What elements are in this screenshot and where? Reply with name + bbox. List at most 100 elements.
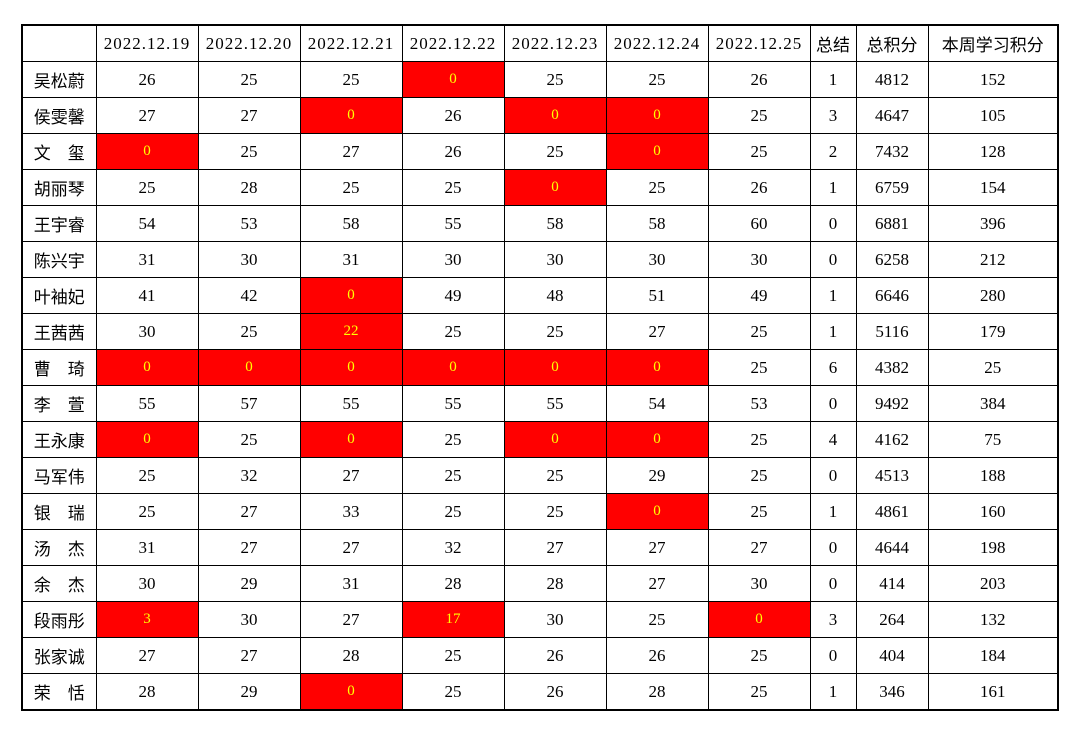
day-cell[interactable]: 0 xyxy=(605,493,709,530)
summary-cell[interactable]: 0 xyxy=(809,637,857,674)
week-cell[interactable]: 280 xyxy=(927,277,1059,314)
week-cell[interactable]: 384 xyxy=(927,385,1059,422)
total-cell[interactable]: 6646 xyxy=(855,277,929,314)
day-cell[interactable]: 25 xyxy=(605,169,709,206)
day-cell[interactable]: 0 xyxy=(401,61,505,98)
day-cell[interactable]: 25 xyxy=(401,637,505,674)
day-cell[interactable]: 25 xyxy=(605,61,709,98)
day-cell[interactable]: 28 xyxy=(503,565,607,602)
day-cell[interactable]: 60 xyxy=(707,205,811,242)
day-cell[interactable]: 58 xyxy=(605,205,709,242)
row-name[interactable]: 马军伟 xyxy=(21,457,97,494)
day-cell[interactable]: 58 xyxy=(503,205,607,242)
row-name[interactable]: 陈兴宇 xyxy=(21,241,97,278)
day-cell[interactable]: 26 xyxy=(401,97,505,134)
day-cell[interactable]: 0 xyxy=(503,421,607,458)
week-cell[interactable]: 161 xyxy=(927,673,1059,711)
total-cell[interactable]: 4162 xyxy=(855,421,929,458)
day-cell[interactable]: 25 xyxy=(503,493,607,530)
row-name[interactable]: 李 萱 xyxy=(21,385,97,422)
day-cell[interactable]: 25 xyxy=(197,313,301,350)
day-cell[interactable]: 0 xyxy=(299,97,403,134)
day-cell[interactable]: 30 xyxy=(401,241,505,278)
day-cell[interactable]: 31 xyxy=(95,241,199,278)
summary-cell[interactable]: 0 xyxy=(809,241,857,278)
day-cell[interactable]: 0 xyxy=(299,421,403,458)
day-cell[interactable]: 0 xyxy=(605,349,709,386)
day-cell[interactable]: 28 xyxy=(299,637,403,674)
day-cell[interactable]: 27 xyxy=(299,133,403,170)
day-cell[interactable]: 28 xyxy=(401,565,505,602)
summary-cell[interactable]: 0 xyxy=(809,565,857,602)
week-cell[interactable]: 203 xyxy=(927,565,1059,602)
total-cell[interactable]: 6881 xyxy=(855,205,929,242)
day-cell[interactable]: 25 xyxy=(707,349,811,386)
day-cell[interactable]: 53 xyxy=(197,205,301,242)
day-cell[interactable]: 28 xyxy=(197,169,301,206)
row-name[interactable]: 叶袖妃 xyxy=(21,277,97,314)
total-cell[interactable]: 4647 xyxy=(855,97,929,134)
day-cell[interactable]: 26 xyxy=(707,61,811,98)
week-cell[interactable]: 132 xyxy=(927,601,1059,638)
day-cell[interactable]: 25 xyxy=(197,61,301,98)
day-cell[interactable]: 42 xyxy=(197,277,301,314)
day-cell[interactable]: 27 xyxy=(95,637,199,674)
week-cell[interactable]: 179 xyxy=(927,313,1059,350)
day-cell[interactable]: 31 xyxy=(95,529,199,566)
corner-cell[interactable] xyxy=(21,24,97,62)
row-name[interactable]: 王永康 xyxy=(21,421,97,458)
day-cell[interactable]: 25 xyxy=(197,421,301,458)
day-cell[interactable]: 27 xyxy=(197,97,301,134)
summary-cell[interactable]: 0 xyxy=(809,529,857,566)
day-cell[interactable]: 25 xyxy=(401,457,505,494)
day-cell[interactable]: 0 xyxy=(197,349,301,386)
total-cell[interactable]: 4513 xyxy=(855,457,929,494)
day-cell[interactable]: 0 xyxy=(605,133,709,170)
day-cell[interactable]: 25 xyxy=(707,493,811,530)
summary-header-1[interactable]: 总积分 xyxy=(855,24,929,62)
day-cell[interactable]: 25 xyxy=(95,169,199,206)
day-cell[interactable]: 0 xyxy=(503,169,607,206)
day-cell[interactable]: 55 xyxy=(299,385,403,422)
total-cell[interactable]: 4382 xyxy=(855,349,929,386)
week-cell[interactable]: 160 xyxy=(927,493,1059,530)
day-cell[interactable]: 25 xyxy=(707,133,811,170)
week-cell[interactable]: 128 xyxy=(927,133,1059,170)
day-cell[interactable]: 0 xyxy=(503,97,607,134)
day-cell[interactable]: 27 xyxy=(197,637,301,674)
day-cell[interactable]: 27 xyxy=(605,529,709,566)
day-cell[interactable]: 32 xyxy=(197,457,301,494)
day-cell[interactable]: 0 xyxy=(503,349,607,386)
day-cell[interactable]: 25 xyxy=(95,457,199,494)
day-cell[interactable]: 27 xyxy=(605,565,709,602)
day-cell[interactable]: 25 xyxy=(197,133,301,170)
day-cell[interactable]: 29 xyxy=(197,565,301,602)
day-cell[interactable]: 49 xyxy=(707,277,811,314)
summary-cell[interactable]: 1 xyxy=(809,277,857,314)
day-cell[interactable]: 30 xyxy=(707,241,811,278)
summary-cell[interactable]: 0 xyxy=(809,205,857,242)
day-cell[interactable]: 0 xyxy=(707,601,811,638)
total-cell[interactable]: 5116 xyxy=(855,313,929,350)
day-cell[interactable]: 27 xyxy=(299,601,403,638)
day-cell[interactable]: 30 xyxy=(197,241,301,278)
row-name[interactable]: 文 玺 xyxy=(21,133,97,170)
week-cell[interactable]: 105 xyxy=(927,97,1059,134)
total-cell[interactable]: 264 xyxy=(855,601,929,638)
summary-cell[interactable]: 1 xyxy=(809,313,857,350)
day-cell[interactable]: 26 xyxy=(95,61,199,98)
day-cell[interactable]: 30 xyxy=(605,241,709,278)
total-cell[interactable]: 4644 xyxy=(855,529,929,566)
day-cell[interactable]: 27 xyxy=(197,529,301,566)
day-cell[interactable]: 17 xyxy=(401,601,505,638)
week-cell[interactable]: 212 xyxy=(927,241,1059,278)
day-cell[interactable]: 27 xyxy=(299,529,403,566)
date-header-4[interactable]: 2022.12.23 xyxy=(503,24,607,62)
day-cell[interactable]: 25 xyxy=(401,169,505,206)
day-cell[interactable]: 0 xyxy=(95,133,199,170)
day-cell[interactable]: 28 xyxy=(95,673,199,711)
summary-cell[interactable]: 2 xyxy=(809,133,857,170)
day-cell[interactable]: 27 xyxy=(299,457,403,494)
day-cell[interactable]: 29 xyxy=(197,673,301,711)
week-cell[interactable]: 154 xyxy=(927,169,1059,206)
